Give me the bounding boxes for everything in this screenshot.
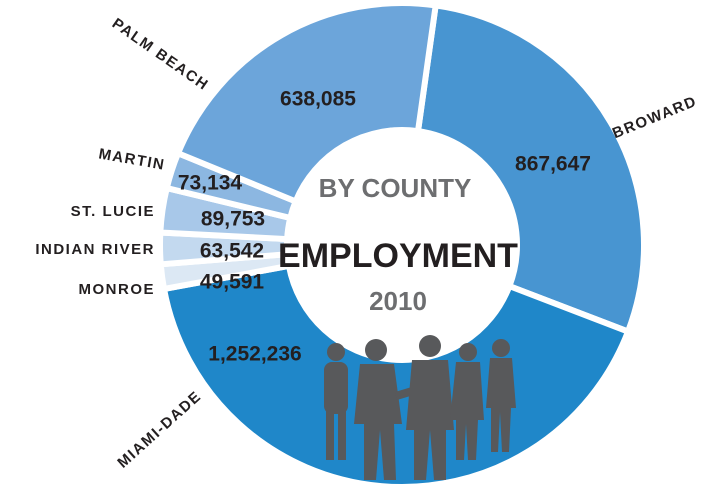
donut-hole: [285, 128, 519, 362]
value-label: 89,753: [201, 208, 265, 231]
value-label: 638,085: [280, 88, 356, 111]
value-label: 867,647: [515, 153, 591, 176]
category-label: ST. LUCIE: [71, 203, 155, 220]
category-label: BROWARD: [610, 93, 700, 142]
value-label: 63,542: [200, 240, 264, 263]
title: EMPLOYMENT: [278, 237, 518, 275]
value-label: 73,134: [178, 172, 243, 195]
annotation: 2010: [369, 286, 427, 316]
category-label: PALM BEACH: [109, 15, 212, 94]
value-label: 1,252,236: [208, 343, 301, 366]
category-label: MARTIN: [97, 145, 166, 173]
subtitle: BY COUNTY: [319, 173, 472, 203]
value-label: 49,591: [200, 271, 265, 294]
category-label: MONROE: [79, 281, 156, 298]
people-silhouettes: [324, 335, 516, 480]
category-label: INDIAN RIVER: [35, 241, 155, 258]
category-label: MIAMI-DADE: [114, 388, 205, 472]
slices: [157, 0, 647, 490]
